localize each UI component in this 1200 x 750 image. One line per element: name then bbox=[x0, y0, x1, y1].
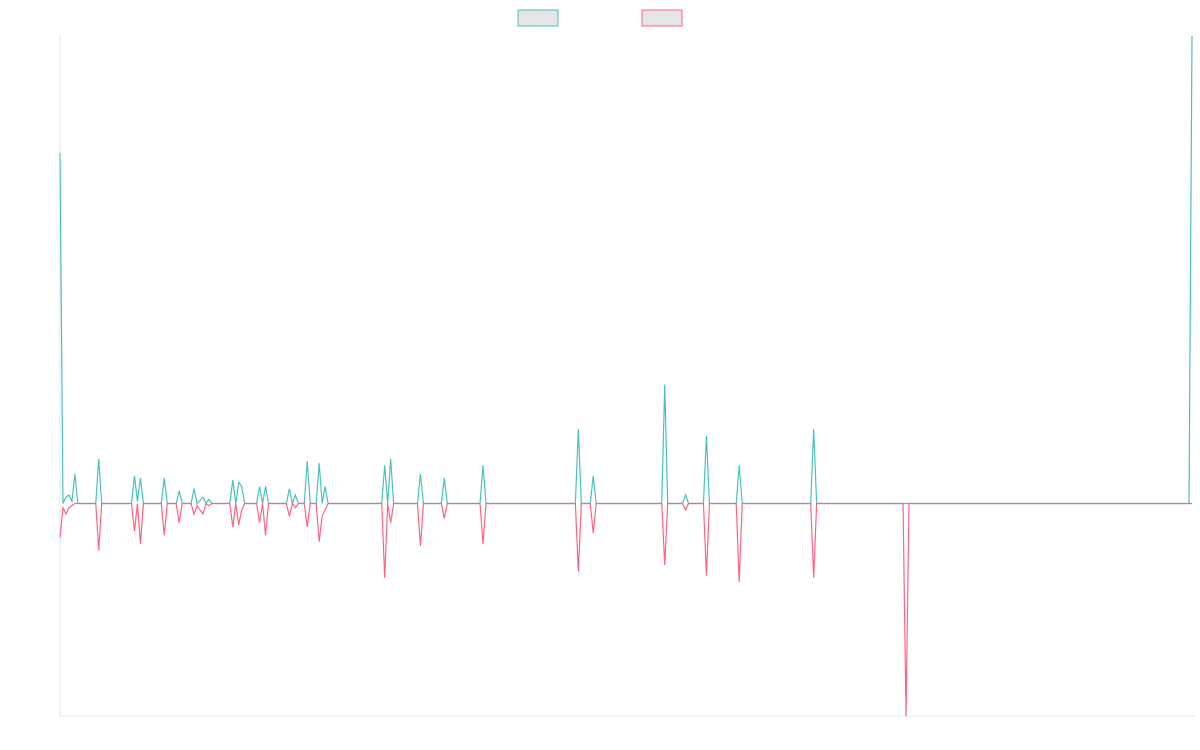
series-layer bbox=[59, 35, 1193, 717]
series-line-1 bbox=[59, 35, 1193, 506]
legend-swatch-2[interactable] bbox=[641, 9, 683, 27]
legend bbox=[517, 9, 683, 27]
series-line-2 bbox=[59, 502, 1192, 717]
legend-swatch-1[interactable] bbox=[517, 9, 559, 27]
axes bbox=[59, 36, 1196, 717]
